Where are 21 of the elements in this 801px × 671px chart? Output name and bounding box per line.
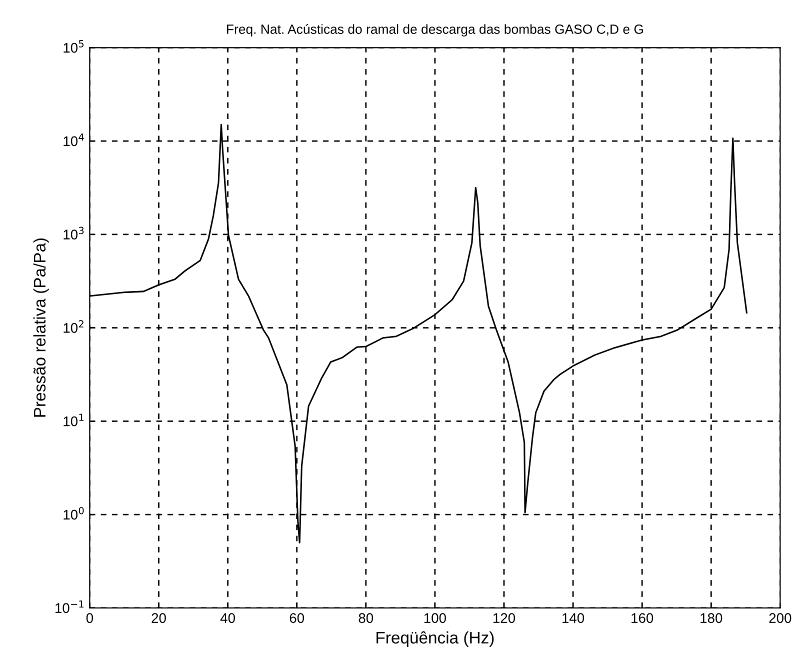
x-tick-label: 80 xyxy=(358,613,374,623)
y-tick-label: 10$^{4}$ xyxy=(64,134,84,146)
x-tick-label: 60 xyxy=(290,613,304,623)
y-tick-label: 10$^{2}$ xyxy=(64,320,84,333)
y-tick-label: 10$^{5}$ xyxy=(64,40,84,53)
y-tick-label: 10$^{0}$ xyxy=(64,506,84,520)
y-tick-label: 10$^{−1}$ xyxy=(55,600,84,613)
x-tick-label: 200 xyxy=(769,613,792,623)
chart-title: Freq. Nat. Acústicas do ramal de descarga das bombas GASO C,D e G xyxy=(227,24,643,36)
y-tick-label: 10$^{3}$ xyxy=(64,226,84,240)
x-tick-label: 120 xyxy=(493,613,516,623)
y-axis-title: Pressão relativa (Pa/Pa) xyxy=(33,238,49,417)
x-tick-label: 40 xyxy=(220,613,235,623)
y-tick-label: 10$^{1}$ xyxy=(64,414,84,426)
x-tick-label: 100 xyxy=(424,613,446,623)
x-tick-label: 140 xyxy=(562,613,584,623)
x-tick-label: 20 xyxy=(152,613,166,623)
x-axis-title: Freqüência (Hz) xyxy=(376,631,494,647)
x-tick-label: 160 xyxy=(632,613,654,623)
x-tick-label: 180 xyxy=(700,613,722,623)
x-tick-label: 0 xyxy=(86,613,94,623)
